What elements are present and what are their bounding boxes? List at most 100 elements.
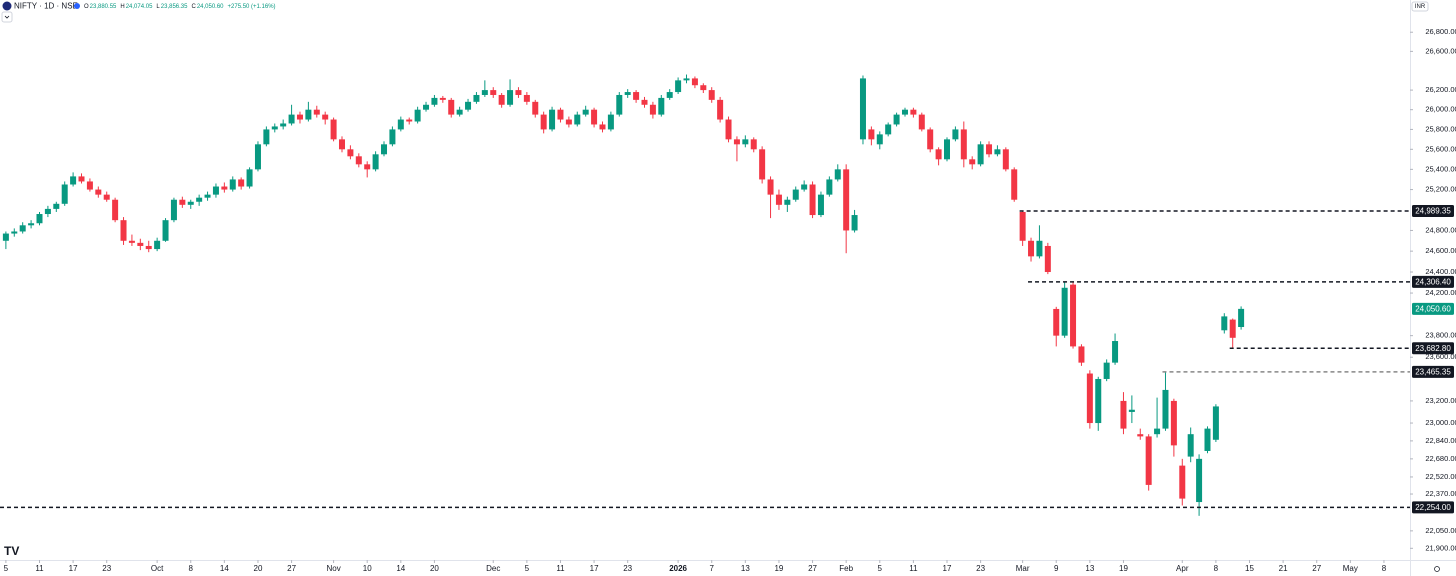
x-tick-label: 27	[287, 564, 296, 573]
y-tick-label: 24,600.00	[1425, 246, 1456, 255]
y-tick-label: 21,900.00	[1425, 543, 1456, 552]
x-tick-label: Dec	[486, 564, 500, 573]
y-tick-label: 22,050.00	[1425, 526, 1456, 535]
candle-body	[649, 104, 656, 115]
candle-body	[154, 240, 161, 250]
collapse-icon	[4, 15, 10, 19]
candle-body	[254, 144, 261, 170]
ohlc-value: 23,856.35	[161, 4, 188, 10]
candle-body	[767, 179, 774, 195]
candle-body	[683, 78, 690, 81]
candle-body	[700, 85, 707, 91]
level-label-box	[1412, 275, 1454, 288]
y-tick-label: 26,800.00	[1425, 27, 1456, 36]
candle-body	[347, 149, 354, 157]
candle-body	[801, 184, 808, 190]
x-tick-label: 2026	[669, 564, 687, 573]
candle-body	[322, 114, 329, 120]
candle-body	[809, 184, 816, 216]
x-tick-label: 21	[1279, 564, 1288, 573]
candle-body	[1036, 240, 1043, 257]
candle-body	[1170, 400, 1177, 446]
x-tick-label: 14	[220, 564, 229, 573]
x-tick-label: 8	[1382, 564, 1387, 573]
candle-body	[1154, 428, 1161, 435]
x-tick-label: May	[1343, 564, 1358, 573]
x-tick-label: Feb	[839, 564, 853, 573]
candle-body	[1112, 341, 1119, 363]
candle-body	[28, 223, 35, 226]
y-tick-label: 25,200.00	[1425, 185, 1456, 194]
x-tick-label: 15	[1245, 564, 1254, 573]
last-price-label: 24,050.60	[1415, 304, 1451, 313]
candle-body	[103, 194, 110, 200]
x-tick-label: 11	[556, 564, 565, 573]
y-tick-label: 22,680.00	[1425, 454, 1456, 463]
candle-body	[616, 94, 623, 115]
x-tick-label: 10	[363, 564, 372, 573]
candle-body	[1196, 458, 1203, 503]
candle-body	[557, 109, 564, 120]
candle-body	[901, 109, 908, 115]
candle-body	[2, 233, 9, 241]
candle-body	[1095, 378, 1102, 424]
candle-body	[532, 101, 539, 115]
candle-body	[137, 242, 144, 246]
ohlc-value: 24,050.60	[197, 4, 224, 10]
level-label-box	[1412, 342, 1454, 355]
candle-body	[1238, 308, 1245, 328]
candle-body	[338, 139, 345, 150]
currency-box[interactable]	[1411, 1, 1429, 12]
x-tick-label: 20	[254, 564, 263, 573]
candle-body	[1011, 169, 1018, 200]
settings-icon[interactable]	[1434, 566, 1440, 572]
candle-body	[238, 179, 245, 187]
candle-body	[607, 114, 614, 130]
ohlc-label: H	[120, 4, 124, 10]
candle-body	[1120, 400, 1127, 429]
ohlc-change: +275.50 (+1.16%)	[228, 4, 276, 10]
candle-body	[313, 109, 320, 115]
symbol[interactable]: NIFTY · 1D · NSE	[14, 2, 78, 11]
candle-body	[465, 101, 472, 110]
ohlc-label: O	[84, 4, 89, 10]
candle-body	[305, 109, 312, 120]
candle-body	[120, 220, 127, 241]
tv-logo: TV	[4, 544, 19, 558]
candle-body	[952, 129, 959, 140]
last-price-box	[1412, 302, 1454, 315]
candle-body	[944, 139, 951, 160]
candle-body	[927, 129, 934, 150]
candle-body	[280, 123, 287, 127]
candle-body	[843, 169, 850, 231]
candle-body	[86, 181, 93, 190]
candle-body	[708, 90, 715, 100]
ohlc-label: L	[156, 4, 160, 10]
candle-body	[935, 149, 942, 160]
x-tick-label: Nov	[326, 564, 340, 573]
y-tick-label: 23,200.00	[1425, 396, 1456, 405]
x-tick-label: 7	[709, 564, 714, 573]
candle-body	[759, 149, 766, 180]
candle-body	[1179, 465, 1186, 499]
y-tick-label: 24,400.00	[1425, 267, 1456, 276]
x-tick-label: Mar	[1016, 564, 1030, 573]
candle-body	[128, 240, 135, 243]
candle-body	[221, 186, 228, 190]
candle-body	[1103, 362, 1110, 379]
candle-body	[271, 126, 278, 130]
candle-body	[170, 199, 177, 221]
x-tick-label: 19	[1119, 564, 1128, 573]
candle-body	[95, 189, 102, 195]
candle-body	[725, 119, 732, 140]
candle-body	[53, 203, 60, 209]
x-tick-label: 14	[396, 564, 405, 573]
candle-body	[910, 109, 917, 115]
candle-body	[1145, 436, 1152, 485]
candle-body	[1221, 316, 1228, 331]
collapse-button[interactable]	[1, 11, 13, 23]
x-tick-label: 20	[430, 564, 439, 573]
x-tick-label: Apr	[1176, 564, 1189, 573]
candle-body	[876, 134, 883, 145]
